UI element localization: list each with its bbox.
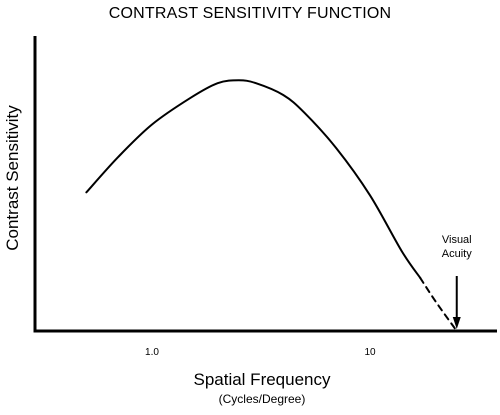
x-tick-label: 1.0: [145, 347, 159, 358]
annotation-text-line: Visual: [442, 234, 472, 246]
x-axis-unit-label: (Cycles/Degree): [219, 392, 306, 406]
y-axis-label: Contrast Sensitivity: [3, 105, 22, 251]
chart-title: CONTRAST SENSITIVITY FUNCTION: [109, 5, 392, 22]
visual-acuity-annotation: Visual Acuity: [442, 234, 472, 329]
annotation-text-line: Acuity: [442, 248, 472, 260]
x-axis-ticks: 1.0 10: [145, 347, 376, 358]
csf-line: [85, 79, 422, 279]
axes: [33, 36, 497, 333]
x-tick-label: 10: [364, 347, 376, 358]
x-axis-label: Spatial Frequency: [193, 370, 331, 389]
series-layer: [85, 79, 458, 332]
acuity-arrow-head: [452, 317, 461, 329]
annotation-layer: Visual Acuity: [442, 234, 472, 329]
dashed-csf-line: [419, 276, 458, 332]
